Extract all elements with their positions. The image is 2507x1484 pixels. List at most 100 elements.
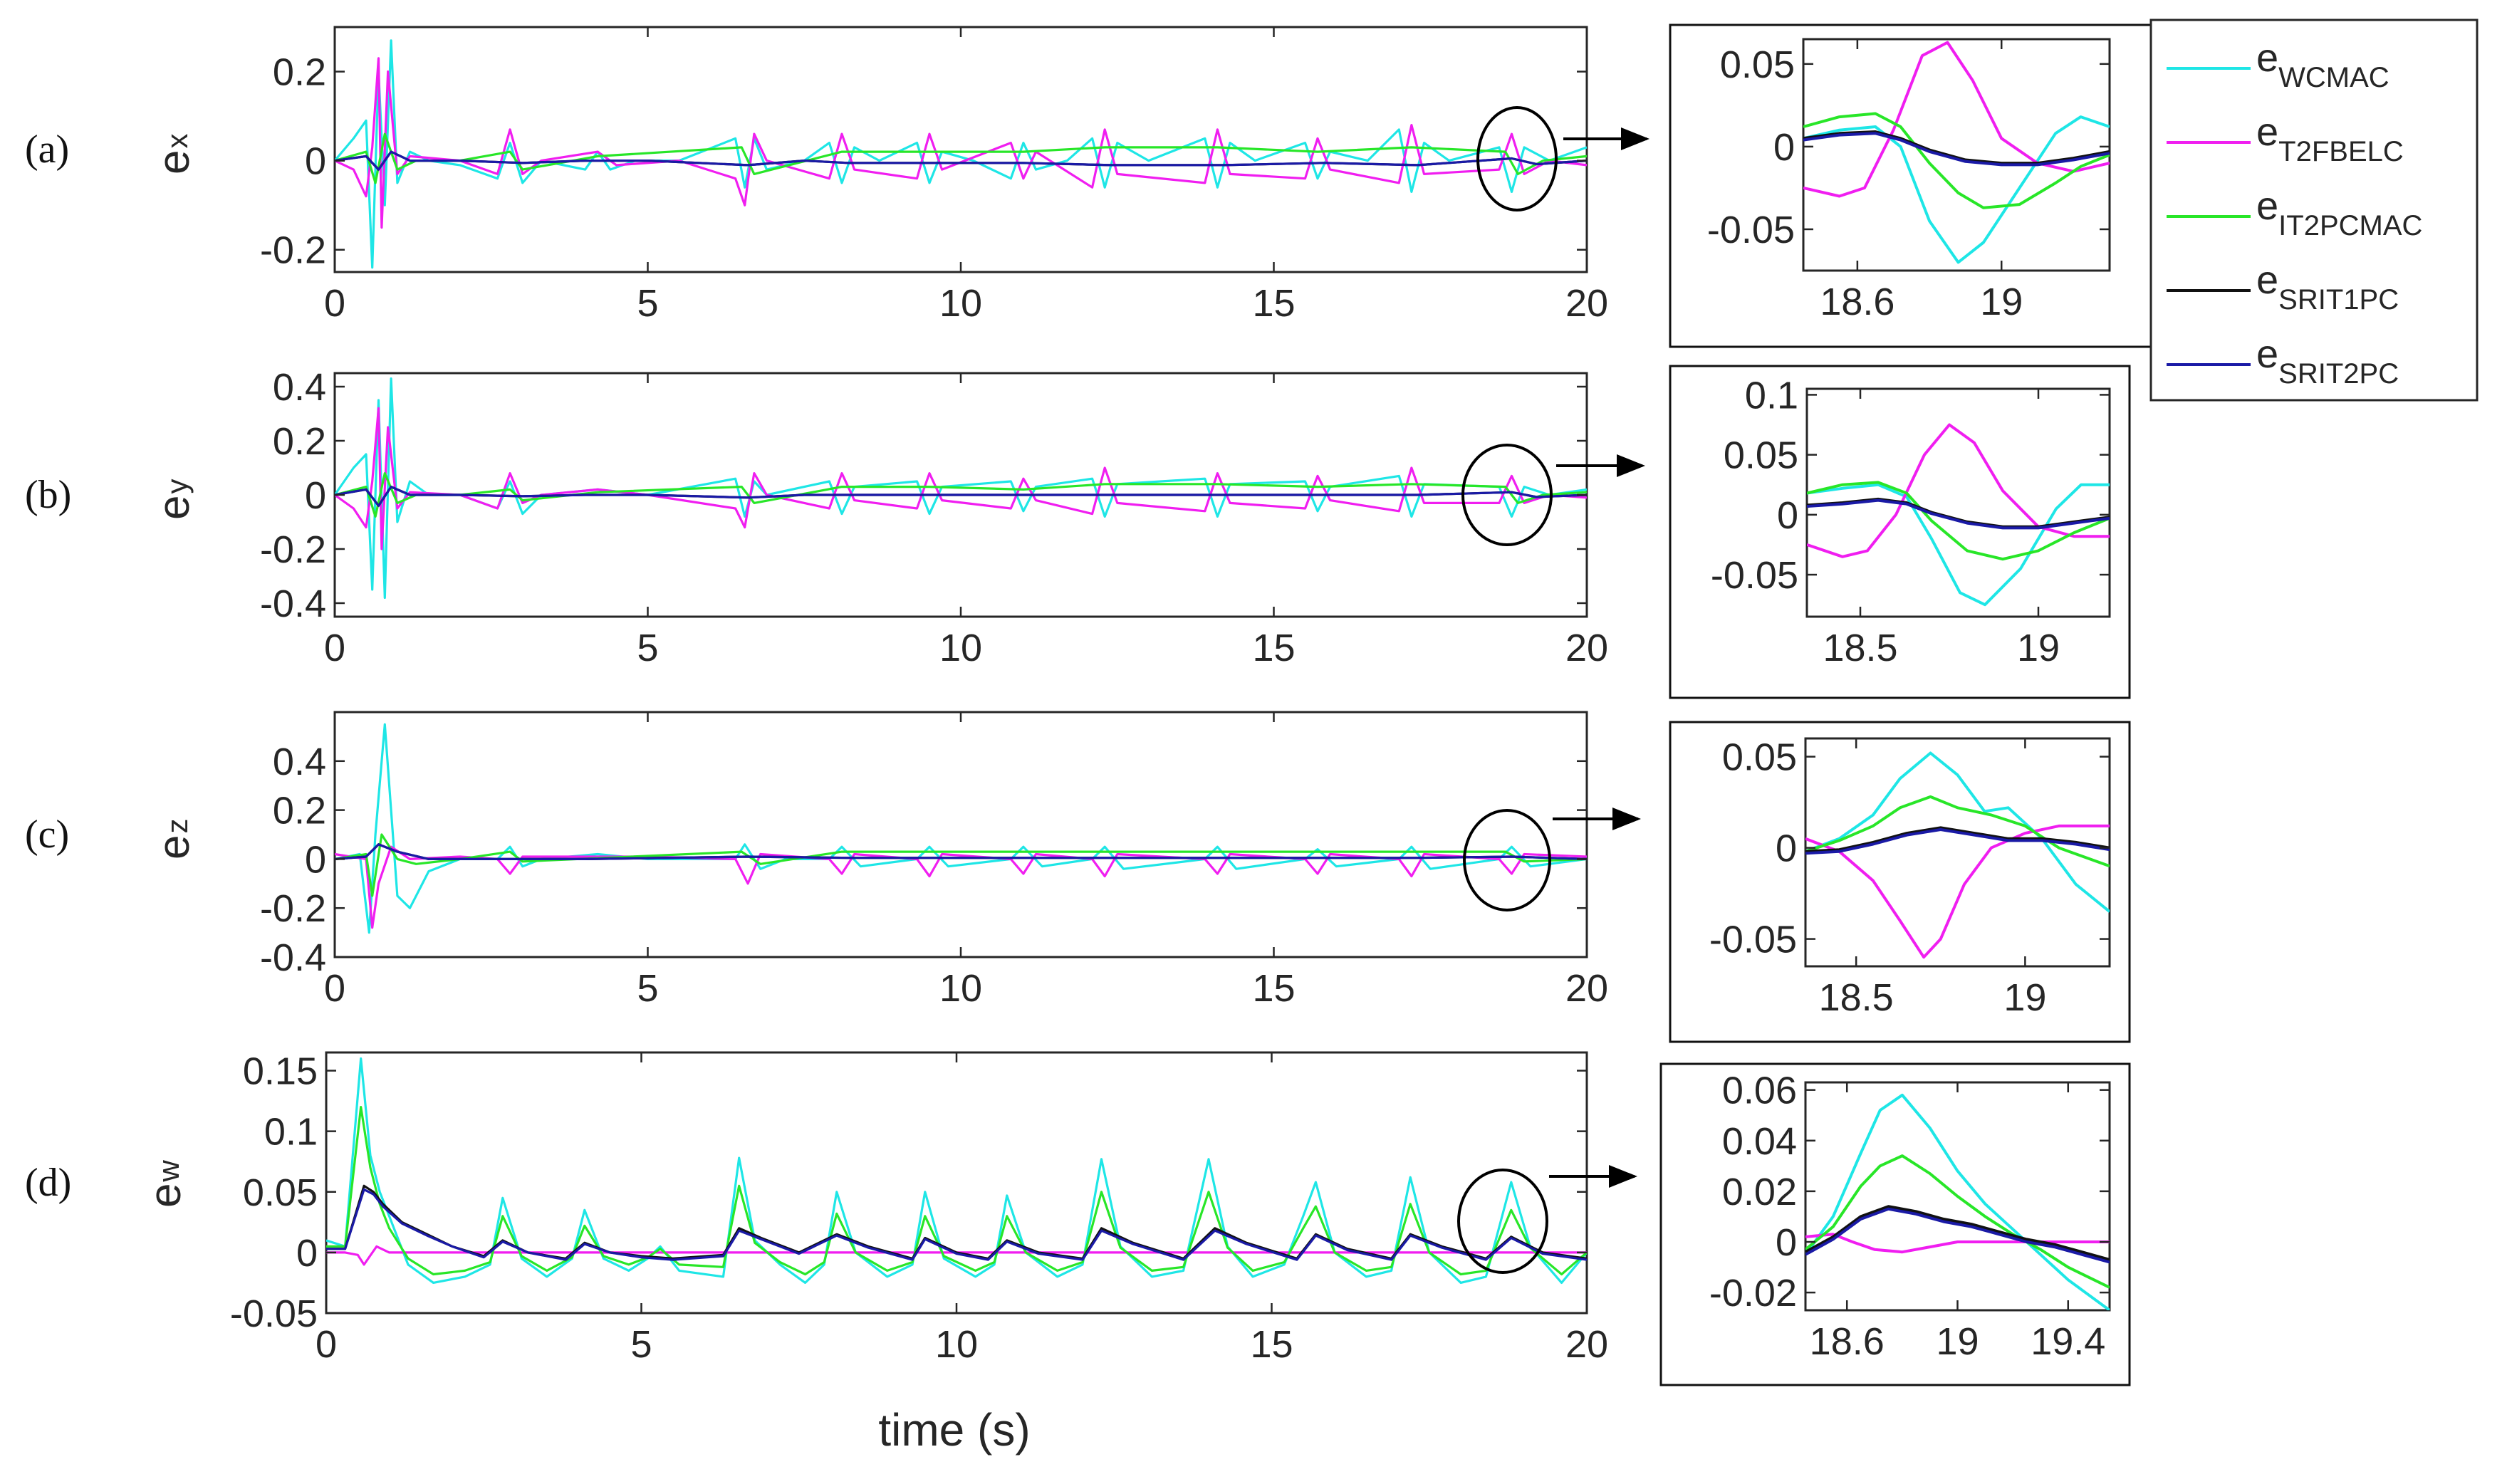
series-line-srit2pc — [1803, 132, 2110, 167]
series-group — [335, 723, 1587, 934]
legend-box — [2149, 19, 2479, 402]
legend-label: eT2FBELC — [2256, 109, 2404, 167]
series-line-wcmac — [335, 723, 1587, 934]
charts-layer: 0 5 10 15 20-0.200.2ex(a)0 5 10 15 20-0.4-0.200.… — [25, 23, 2165, 1386]
x-tick-label: 10 — [935, 1323, 978, 1366]
series-line-srit2pc — [335, 843, 1587, 860]
series-line-t2fbelc — [1805, 1233, 2110, 1254]
series-line-srit2pc — [1805, 828, 2110, 855]
x-tick-label: 5 — [630, 1323, 652, 1366]
x-tick-label: 18.5 — [1823, 627, 1897, 669]
x-tick-label: 18.6 — [1820, 281, 1894, 323]
x-tick-label: 15 — [1250, 1323, 1293, 1366]
series-line-srit2pc — [326, 1188, 1587, 1261]
y-tick-label: 0.1 — [264, 1111, 318, 1154]
x-tick-label: 15 — [1252, 967, 1295, 1010]
y-tick-label: -0.05 — [1711, 554, 1798, 597]
y-tick-label: -0.4 — [260, 936, 326, 979]
legend-entry: eWCMAC — [2167, 35, 2389, 93]
series-line-wcmac — [1805, 751, 2110, 913]
series-group — [1805, 751, 2110, 959]
y-tick-label: 0 — [296, 1232, 318, 1275]
series-line-it2pcmac — [1805, 1154, 2110, 1289]
series-line-wcmac — [326, 1057, 1587, 1284]
series-line-srit2pc — [335, 486, 1587, 507]
series-line-wcmac — [1807, 483, 2110, 607]
legend-label: eSRIT2PC — [2256, 331, 2399, 390]
x-tick-label: 0 — [324, 282, 345, 325]
series-line-it2pcmac — [1807, 481, 2110, 561]
series-line-t2fbelc — [1805, 824, 2110, 959]
y-tick-label: 0.2 — [273, 420, 326, 463]
legend: eWCMAC eT2FBELC eIT2PCMAC eSRIT1PC eSRIT2PC — [2149, 19, 2479, 402]
x-tick-label: 19 — [2003, 976, 2046, 1019]
x-tick-label: 15 — [1252, 627, 1295, 669]
y-tick-label: 0.05 — [1724, 434, 1798, 477]
y-tick-label: 0.02 — [1722, 1171, 1797, 1213]
series-line-t2fbelc — [1807, 423, 2110, 558]
x-tick-label: 5 — [637, 282, 658, 325]
zoom-region-ellipse — [1476, 106, 1558, 211]
y-tick-label: -0.2 — [260, 887, 326, 930]
y-tick-label: 0 — [1776, 827, 1797, 870]
y-tick-label: 0 — [1777, 494, 1798, 537]
x-tick-label: 0 — [324, 627, 345, 669]
series-line-it2pcmac — [1805, 795, 2110, 868]
x-tick-label: 19.4 — [2031, 1320, 2105, 1363]
series-line-srit1pc — [1805, 1205, 2110, 1261]
y-tick-label: 0.06 — [1722, 1070, 1797, 1112]
series-line-wcmac — [1805, 1093, 2110, 1310]
x-tick-label: 20 — [1565, 282, 1608, 325]
zoom-panel-4: 18.6 19 19.4 -0.02 0 0.02 0.04 0.06 — [1709, 1070, 2111, 1363]
series-line-srit1pc — [1805, 826, 2110, 853]
series-group — [335, 39, 1587, 269]
x-tick-label: 18.6 — [1810, 1320, 1885, 1363]
zoom-panel-2: 18.5 19 -0.05 0 0.05 0.1 — [1711, 374, 2111, 669]
series-group — [1803, 41, 2110, 264]
series-group — [326, 1057, 1587, 1284]
y-axis-title: ex — [150, 134, 199, 174]
plot-frame — [333, 26, 1588, 273]
x-tick-label: 19 — [1980, 281, 2023, 323]
series-line-srit1pc — [1803, 130, 2110, 165]
x-tick-label: 10 — [939, 967, 982, 1010]
y-tick-label: 0.2 — [273, 51, 326, 94]
x-axis-title: time (s) — [878, 1404, 1030, 1456]
series-line-wcmac — [1803, 115, 2110, 264]
series-line-it2pcmac — [1803, 112, 2110, 209]
x-tick-label: 0 — [324, 967, 345, 1010]
series-group — [1807, 423, 2110, 607]
x-tick-label: 20 — [1565, 1323, 1608, 1366]
panel-label: (c) — [25, 812, 69, 857]
plot-frame — [333, 711, 1588, 958]
x-tick-label: 15 — [1252, 282, 1295, 325]
zoom-region-ellipse — [1461, 444, 1553, 546]
series-line-t2fbelc — [335, 57, 1587, 229]
x-tick-label: 19 — [1936, 1320, 1979, 1363]
x-tick-label: 5 — [637, 967, 658, 1010]
zoom-region-ellipse — [1457, 1169, 1548, 1274]
y-tick-label: 0.05 — [243, 1171, 318, 1214]
series-line-it2pcmac — [326, 1106, 1587, 1276]
series-line-it2pcmac — [335, 132, 1587, 184]
x-tick-label: 19 — [2017, 627, 2060, 669]
series-group — [1805, 1093, 2110, 1310]
plot-frame — [325, 1051, 1588, 1315]
y-tick-label: -0.05 — [1707, 209, 1795, 251]
legend-label: eSRIT1PC — [2256, 257, 2399, 315]
legend-entry: eT2FBELC — [2167, 109, 2404, 167]
zoom-panel-3: 18.5 19 -0.05 0 0.05 — [1709, 736, 2111, 1019]
panel-label: (d) — [25, 1161, 71, 1205]
panel-2: 0 5 10 15 20 -0.4 -0.2 0 0.2 0.4 ey (b) — [25, 366, 1645, 669]
y-tick-label: 0.1 — [1745, 374, 1798, 417]
y-tick-label: 0 — [1773, 126, 1795, 169]
x-tick-label: 20 — [1565, 627, 1608, 669]
y-tick-label: -0.2 — [260, 229, 326, 272]
y-axis-title: ey — [150, 479, 199, 520]
legend-entry: eSRIT2PC — [2167, 331, 2399, 390]
plot-frame — [1802, 38, 2111, 272]
series-line-t2fbelc — [326, 1245, 1587, 1266]
x-tick-label: 5 — [637, 627, 658, 669]
